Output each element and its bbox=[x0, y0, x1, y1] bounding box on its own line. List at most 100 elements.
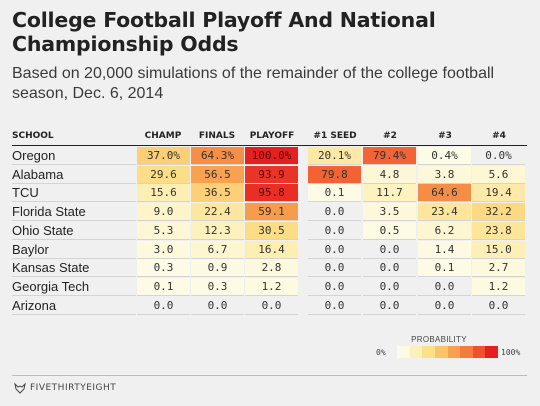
brand-logo-text: FIVETHIRTYEIGHT bbox=[30, 383, 117, 393]
probability-cell: 0.0 bbox=[308, 241, 361, 259]
probability-cell: 79.4% bbox=[363, 147, 416, 165]
fox-icon bbox=[14, 382, 26, 394]
row-divider bbox=[12, 294, 136, 296]
header-finals: FINALS bbox=[198, 131, 236, 141]
header-champ: CHAMP bbox=[144, 131, 182, 141]
row-divider bbox=[12, 220, 136, 222]
probability-cell: 93.9 bbox=[245, 165, 298, 184]
row-divider bbox=[12, 276, 136, 278]
header-seed1: #1 SEED bbox=[313, 131, 357, 141]
team-name: Alabama bbox=[12, 166, 64, 182]
probability-cell: 32.2 bbox=[472, 203, 525, 222]
probability-cell: 0.0 bbox=[418, 297, 471, 315]
probability-cell: 36.5 bbox=[191, 184, 244, 203]
table-row: Kansas State 0.3 0.9 2.8 0.0 0.0 0.1 2.7 bbox=[12, 259, 527, 278]
probability-cell: 0.0 bbox=[308, 203, 361, 222]
probability-cell: 11.7 bbox=[363, 184, 416, 203]
probability-cell: 3.0 bbox=[137, 240, 190, 259]
probability-cell: 3.8 bbox=[418, 165, 471, 184]
probability-cell: 2.8 bbox=[245, 259, 298, 278]
probability-cell: 1.2 bbox=[245, 277, 298, 296]
legend-swatch bbox=[397, 346, 410, 358]
probability-cell: 1.2 bbox=[472, 277, 525, 296]
probability-cell: 37.0% bbox=[137, 147, 190, 165]
table-row: Ohio State 5.3 12.3 30.5 0.0 0.5 6.2 23.8 bbox=[12, 221, 527, 240]
legend-swatch bbox=[409, 346, 423, 358]
team-name: Oregon bbox=[12, 148, 56, 163]
probability-cell: 0.3 bbox=[191, 277, 244, 296]
row-divider bbox=[12, 257, 136, 259]
legend-max-label: 100% bbox=[501, 348, 521, 357]
probability-cell: 20.1% bbox=[308, 147, 361, 165]
probability-cell: 0.0 bbox=[363, 278, 416, 296]
table-row: Georgia Tech 0.1 0.3 1.2 0.0 0.0 0.0 1.2 bbox=[12, 277, 527, 296]
probability-cell: 64.3% bbox=[191, 147, 244, 165]
header-seed2: #2 bbox=[383, 131, 397, 141]
probability-cell: 16.4 bbox=[245, 240, 298, 259]
legend-min-label: 0% bbox=[376, 348, 386, 357]
probability-cell: 0.0 bbox=[472, 297, 525, 315]
header-seed4: #4 bbox=[492, 131, 506, 141]
team-name: Georgia Tech bbox=[12, 278, 90, 294]
probability-cell: 15.6 bbox=[137, 184, 190, 203]
probability-cell: 56.5 bbox=[191, 165, 244, 184]
probability-cell: 12.3 bbox=[191, 221, 244, 240]
probability-cell: 0.3 bbox=[137, 259, 190, 278]
probability-cell: 0.0% bbox=[472, 147, 525, 165]
header-playoff: PLAYOFF bbox=[249, 131, 295, 141]
table-row: Florida State 9.0 22.4 59.1 0.0 3.5 23.4 32.2 bbox=[12, 203, 527, 222]
table-row: Alabama 29.6 56.5 93.9 79.8 4.8 3.8 5.6 bbox=[12, 165, 527, 184]
probability-cell: 100.0% bbox=[245, 147, 298, 165]
probability-cell: 0.0 bbox=[363, 297, 416, 315]
legend-swatch bbox=[434, 346, 448, 358]
probability-cell: 1.4 bbox=[418, 240, 471, 259]
probability-cell: 0.0 bbox=[308, 259, 361, 278]
legend-swatch bbox=[447, 346, 461, 358]
probability-cell: 5.3 bbox=[137, 221, 190, 240]
probability-cell: 5.6 bbox=[472, 165, 525, 184]
legend-swatch bbox=[460, 346, 473, 358]
legend-swatch bbox=[485, 346, 498, 358]
row-divider bbox=[12, 201, 136, 203]
table-row: Oregon 37.0% 64.3% 100.0% 20.1% 79.4% 0.4% 0.0% bbox=[12, 147, 527, 165]
team-name: Ohio State bbox=[12, 222, 74, 238]
team-name: Kansas State bbox=[12, 260, 90, 276]
probability-cell: 64.6 bbox=[418, 184, 471, 203]
probability-cell: 0.0 bbox=[245, 297, 298, 315]
probability-cell: 59.1 bbox=[245, 203, 298, 222]
probability-cell: 0.0 bbox=[308, 222, 361, 240]
team-name: TCU bbox=[12, 185, 39, 201]
probability-cell: 79.8 bbox=[308, 165, 361, 184]
probability-cell: 0.1 bbox=[137, 277, 190, 296]
probability-cell: 0.0 bbox=[308, 278, 361, 296]
probability-cell: 23.4 bbox=[418, 203, 471, 222]
probability-cell: 29.6 bbox=[137, 165, 190, 184]
probability-cell: 6.7 bbox=[191, 240, 244, 259]
probability-cell: 6.2 bbox=[418, 221, 471, 240]
probability-cell: 23.8 bbox=[472, 221, 525, 240]
legend-title: PROBABILITY bbox=[411, 335, 467, 344]
probability-cell: 0.0 bbox=[308, 297, 361, 315]
table-row: Baylor 3.0 6.7 16.4 0.0 0.0 1.4 15.0 bbox=[12, 240, 527, 259]
team-name: Baylor bbox=[12, 241, 49, 257]
probability-cell: 0.0 bbox=[191, 297, 244, 315]
row-divider bbox=[12, 164, 136, 165]
row-divider bbox=[12, 238, 136, 240]
probability-cell: 0.0 bbox=[418, 278, 471, 296]
probability-cell: 2.7 bbox=[472, 259, 525, 278]
probability-cell: 0.5 bbox=[363, 221, 416, 240]
probability-cell: 3.5 bbox=[363, 203, 416, 222]
chart-subtitle: Based on 20,000 simulations of the remai… bbox=[12, 65, 495, 102]
probability-cell: 95.8 bbox=[245, 184, 298, 203]
probability-cell: 4.8 bbox=[363, 165, 416, 184]
header-divider bbox=[12, 145, 527, 146]
header-school: SCHOOL bbox=[12, 131, 54, 141]
team-name: Arizona bbox=[12, 297, 57, 313]
legend-swatch bbox=[472, 346, 486, 358]
probability-cell: 0.0 bbox=[363, 241, 416, 259]
probability-cell: 30.5 bbox=[245, 221, 298, 240]
legend-swatch bbox=[422, 346, 435, 358]
probability-cell: 0.4% bbox=[418, 147, 471, 165]
legend-gradient-bar bbox=[397, 346, 498, 358]
probability-cell: 0.0 bbox=[363, 259, 416, 278]
